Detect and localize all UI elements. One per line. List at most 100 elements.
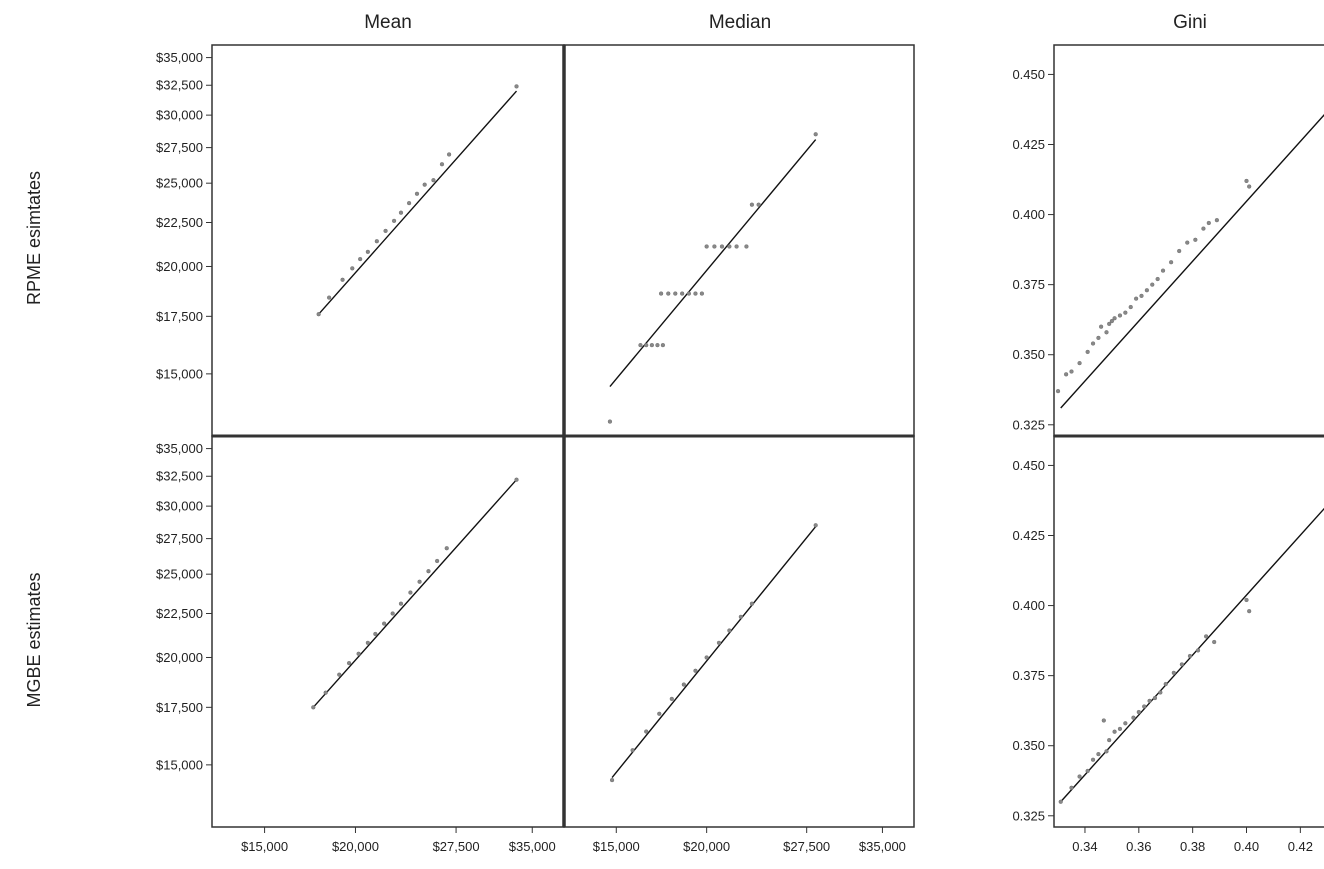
data-point: [1142, 704, 1147, 709]
data-point: [311, 705, 316, 710]
titles: Mean Median Gini RPME esimtates MGBE est…: [24, 12, 1207, 708]
data-point: [813, 132, 818, 137]
data-point: [340, 277, 345, 282]
data-point: [406, 201, 412, 206]
y-tick-label: 0.350: [1012, 738, 1045, 753]
data-point: [1109, 318, 1114, 324]
data-point: [1160, 268, 1166, 273]
x-tick-label: $20,000: [683, 839, 730, 854]
panel-3: $15,000 $17,500 $20,000 $22,500 $25,000 $27,5…: [156, 435, 565, 854]
y-tick-label: $35,000: [156, 441, 203, 456]
y-tick-label: 0.350: [1012, 347, 1045, 362]
data-point: [337, 672, 342, 677]
data-point: [422, 182, 427, 187]
data-point: [316, 312, 321, 317]
data-point: [431, 178, 436, 183]
data-point: [1104, 749, 1109, 754]
y-tick-label: 0.450: [1012, 67, 1045, 82]
y-tick-label: $35,000: [156, 50, 203, 65]
data-point: [734, 244, 739, 249]
data-point: [1179, 662, 1184, 667]
data-point: [749, 601, 755, 606]
data-point: [1058, 799, 1063, 804]
data-point: [1147, 698, 1152, 703]
data-point: [1131, 715, 1136, 720]
y-tick-label: $30,000: [156, 108, 203, 123]
data-point: [350, 266, 355, 271]
data-point: [1171, 670, 1176, 675]
data-point: [1195, 648, 1201, 653]
data-point: [1169, 260, 1174, 265]
y-tick-label: 0.325: [1012, 808, 1045, 823]
data-point: [1163, 681, 1168, 687]
data-point: [607, 419, 613, 424]
y-tick-label: 0.375: [1012, 668, 1045, 683]
data-point: [1085, 768, 1090, 774]
data-point: [417, 579, 422, 584]
data-point: [1090, 757, 1096, 762]
y-tick-label: $20,000: [156, 259, 203, 274]
y-tick-label: $27,500: [156, 140, 203, 155]
data-point: [680, 291, 685, 296]
x-tick-label: 0.40: [1234, 839, 1259, 854]
data-point: [1193, 237, 1198, 242]
panel-0: $15,000 $17,500 $20,000 $22,500 $25,000 $27,5…: [156, 44, 565, 437]
data-point: [1107, 321, 1112, 326]
data-point: [681, 682, 686, 687]
x-tick-label: $15,000: [593, 839, 640, 854]
data-point: [1158, 690, 1163, 695]
data-point: [712, 244, 717, 249]
data-point: [655, 343, 660, 348]
data-point: [669, 696, 674, 701]
data-point: [1244, 178, 1249, 184]
data-point: [1212, 639, 1217, 645]
row-title-mgbe: MGBE estimates: [24, 572, 44, 707]
data-point: [1096, 752, 1101, 757]
data-point: [1085, 349, 1090, 355]
data-point: [644, 729, 649, 734]
data-point: [365, 249, 370, 254]
y-tick-label: $32,500: [156, 469, 203, 484]
x-tick-label: $27,500: [783, 839, 830, 854]
panel-dividers: [212, 45, 1324, 827]
data-point: [398, 601, 404, 606]
y-tick-label: $22,500: [156, 215, 203, 230]
y-tick-label: $22,500: [156, 606, 203, 621]
panel-frame: [563, 435, 915, 828]
y-tick-label: $17,500: [156, 700, 203, 715]
data-point: [1206, 220, 1211, 226]
y-tick-label: $30,000: [156, 499, 203, 514]
y-tick-label: $27,500: [156, 531, 203, 546]
data-point: [514, 477, 519, 482]
data-point: [1139, 293, 1144, 298]
panel-frame: [563, 44, 915, 437]
data-point: [686, 291, 691, 296]
data-point: [1247, 609, 1252, 614]
y-tick-label: $25,000: [156, 567, 203, 582]
data-point: [444, 546, 449, 551]
data-point: [1144, 288, 1149, 293]
data-point: [1064, 372, 1069, 377]
y-tick-label: 0.450: [1012, 458, 1045, 473]
data-point: [1187, 653, 1193, 659]
panel-frame: [211, 435, 565, 828]
data-point: [756, 202, 761, 207]
data-point: [374, 239, 379, 244]
data-point: [1185, 240, 1190, 245]
x-tick-label: $20,000: [332, 839, 379, 854]
data-point: [699, 291, 705, 296]
data-point: [1107, 738, 1112, 743]
data-point: [719, 244, 725, 249]
row-title-rpme: RPME esimtates: [24, 171, 44, 305]
y-tick-label: $17,500: [156, 309, 203, 324]
data-point: [1128, 304, 1133, 310]
data-point: [1136, 709, 1141, 715]
data-point: [609, 778, 615, 783]
data-point: [657, 711, 662, 716]
y-tick-label: 0.425: [1012, 137, 1045, 152]
data-point: [716, 640, 722, 645]
data-point: [356, 651, 361, 656]
data-point: [358, 256, 363, 262]
data-point: [446, 152, 452, 157]
data-point: [1096, 335, 1101, 340]
